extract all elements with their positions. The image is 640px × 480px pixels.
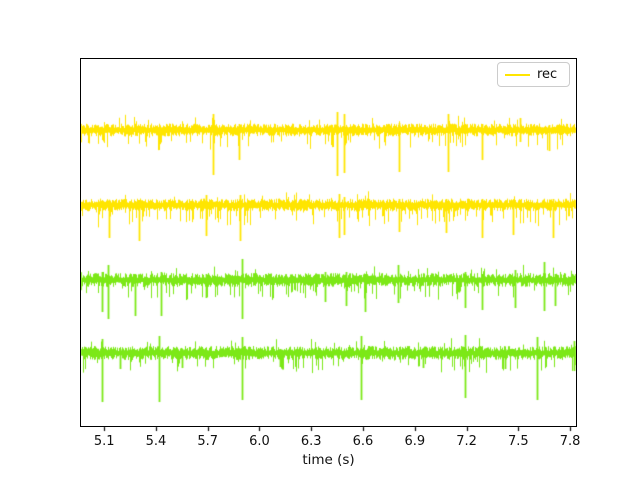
x-tick-label: 7.8 [559, 434, 581, 449]
x-tick-label: 7.5 [507, 434, 529, 449]
legend: rec [497, 62, 570, 87]
x-tick-label: 6.3 [300, 434, 322, 449]
x-axis-label: time (s) [302, 452, 355, 468]
x-tick-label: 7.2 [456, 434, 477, 449]
legend-label: rec [537, 67, 558, 82]
x-tick-label: 5.4 [145, 434, 167, 449]
x-tick-label: 5.7 [197, 434, 219, 449]
legend-line-sample [505, 73, 530, 76]
x-tick-label: 6.9 [404, 434, 426, 449]
x-tick-label: 6.6 [352, 434, 374, 449]
x-tick-label: 6.0 [249, 434, 270, 449]
x-tick-label: 5.1 [93, 434, 115, 449]
